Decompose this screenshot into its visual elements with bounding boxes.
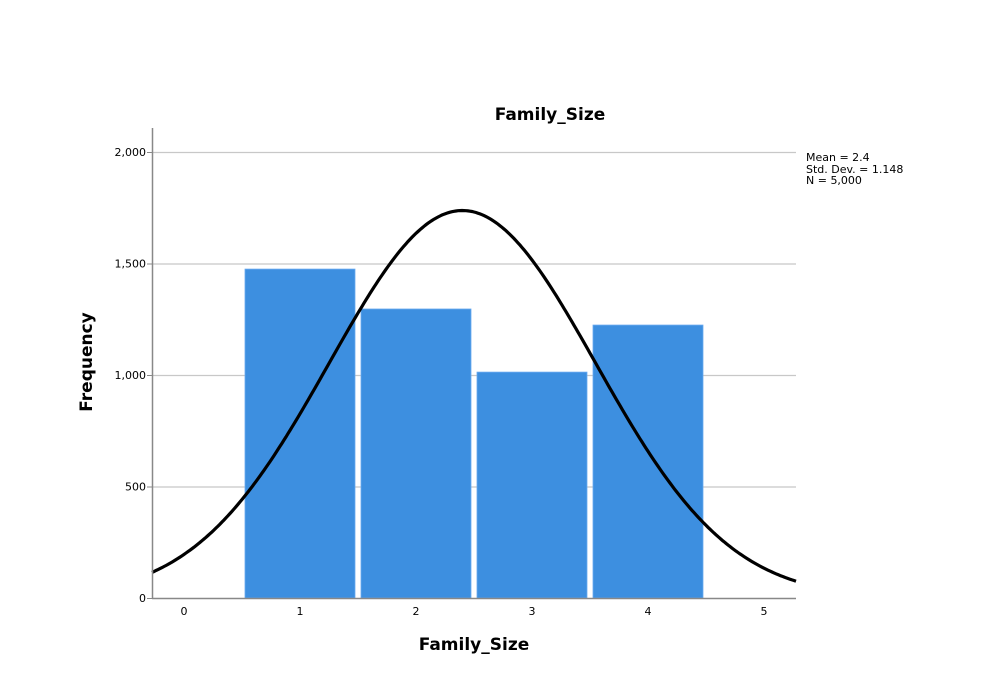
std-dev-stat: Std. Dev. = 1.148 (806, 162, 904, 176)
x-tick-label: 0 (181, 605, 188, 618)
n-stat: N = 5,000 (806, 174, 862, 187)
histogram-bar (476, 371, 588, 599)
x-tick-label: 3 (529, 605, 536, 618)
histogram-bar (244, 268, 356, 599)
histogram-bar (360, 308, 472, 599)
y-axis-ticks: 0 500 1,000 1,500 2,000 (115, 146, 152, 605)
histogram-bar (592, 324, 704, 599)
mean-stat: Mean = 2.4 (806, 151, 870, 164)
x-tick-label: 1 (297, 605, 304, 618)
y-tick-label: 0 (139, 592, 146, 605)
y-tick-label: 2,000 (115, 146, 147, 159)
x-tick-label: 4 (645, 605, 652, 618)
normal-curve (151, 208, 797, 583)
y-tick-label: 1,000 (115, 369, 147, 382)
histogram-bars (244, 268, 704, 599)
x-tick-label: 2 (413, 605, 420, 618)
x-tick-label: 5 (761, 605, 768, 618)
x-axis-label: Family_Size (419, 635, 530, 655)
x-axis-ticks: 0 1 2 3 4 5 (181, 605, 768, 618)
chart-title: Family_Size (495, 105, 606, 125)
y-axis-label: Frequency (77, 312, 97, 412)
y-tick-label: 500 (125, 481, 146, 494)
stats-legend: Mean = 2.4 Std. Dev. = 1.148 N = 5,000 (806, 152, 903, 187)
y-tick-label: 1,500 (115, 258, 147, 271)
